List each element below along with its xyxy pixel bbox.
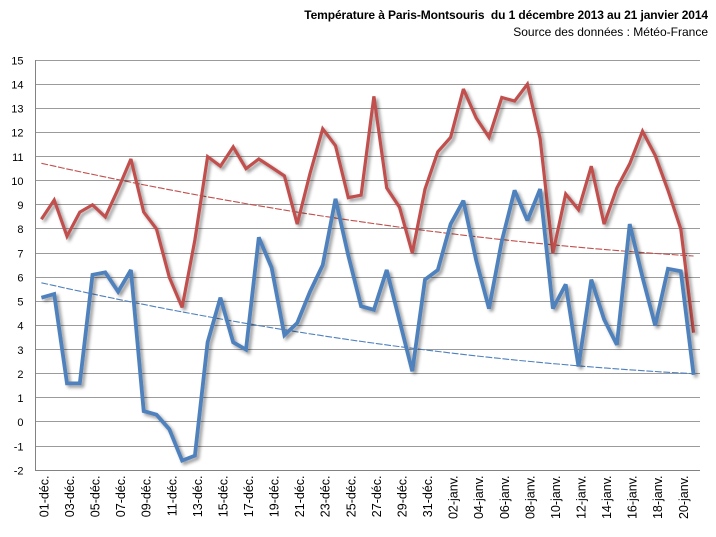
- svg-text:15: 15: [11, 55, 23, 67]
- svg-text:9: 9: [17, 200, 23, 212]
- svg-text:14-janv.: 14-janv.: [600, 476, 614, 520]
- svg-text:2: 2: [17, 369, 23, 381]
- svg-text:05-déc.: 05-déc.: [89, 476, 103, 518]
- svg-text:13-déc.: 13-déc.: [191, 476, 205, 518]
- svg-text:10: 10: [11, 176, 23, 188]
- svg-text:16-janv.: 16-janv.: [626, 476, 640, 520]
- svg-text:19-déc.: 19-déc.: [268, 476, 282, 518]
- svg-text:03-déc.: 03-déc.: [63, 476, 77, 518]
- svg-text:20-janv.: 20-janv.: [677, 476, 691, 520]
- svg-text:02-janv.: 02-janv.: [447, 476, 461, 520]
- svg-text:4: 4: [17, 321, 23, 333]
- svg-text:Température à Paris-Montsouris: Température à Paris-Montsouris du 1 déce…: [304, 8, 708, 22]
- svg-text:1: 1: [17, 393, 23, 405]
- svg-text:0: 0: [17, 417, 23, 429]
- svg-text:01-déc.: 01-déc.: [37, 476, 51, 518]
- svg-text:11-déc.: 11-déc.: [165, 476, 179, 517]
- svg-text:Source des données : Météo-Fra: Source des données : Météo-France: [513, 25, 708, 39]
- svg-text:12: 12: [11, 128, 23, 140]
- svg-text:09-déc.: 09-déc.: [140, 476, 154, 518]
- svg-text:5: 5: [17, 297, 23, 309]
- svg-text:18-janv.: 18-janv.: [651, 476, 665, 520]
- svg-text:27-déc.: 27-déc.: [370, 476, 384, 518]
- svg-text:31-déc.: 31-déc.: [421, 476, 435, 518]
- svg-text:-2: -2: [14, 465, 24, 477]
- svg-text:08-janv.: 08-janv.: [523, 476, 537, 520]
- svg-text:29-déc.: 29-déc.: [396, 476, 410, 518]
- svg-text:8: 8: [17, 224, 23, 236]
- svg-text:10-janv.: 10-janv.: [549, 476, 563, 520]
- svg-text:07-déc.: 07-déc.: [114, 476, 128, 518]
- svg-text:11: 11: [12, 152, 23, 164]
- svg-text:23-déc.: 23-déc.: [319, 476, 333, 518]
- svg-text:21-déc.: 21-déc.: [293, 476, 307, 518]
- svg-text:25-déc.: 25-déc.: [344, 476, 358, 518]
- svg-text:7: 7: [17, 248, 23, 260]
- svg-text:3: 3: [17, 345, 23, 357]
- svg-text:06-janv.: 06-janv.: [498, 476, 512, 520]
- svg-text:04-janv.: 04-janv.: [472, 476, 486, 520]
- svg-text:14: 14: [11, 79, 23, 91]
- svg-text:12-janv.: 12-janv.: [575, 476, 589, 520]
- svg-text:17-déc.: 17-déc.: [242, 476, 256, 518]
- svg-text:-1: -1: [14, 441, 24, 453]
- svg-text:13: 13: [11, 104, 23, 116]
- svg-text:15-déc.: 15-déc.: [216, 476, 230, 518]
- svg-text:6: 6: [17, 272, 23, 284]
